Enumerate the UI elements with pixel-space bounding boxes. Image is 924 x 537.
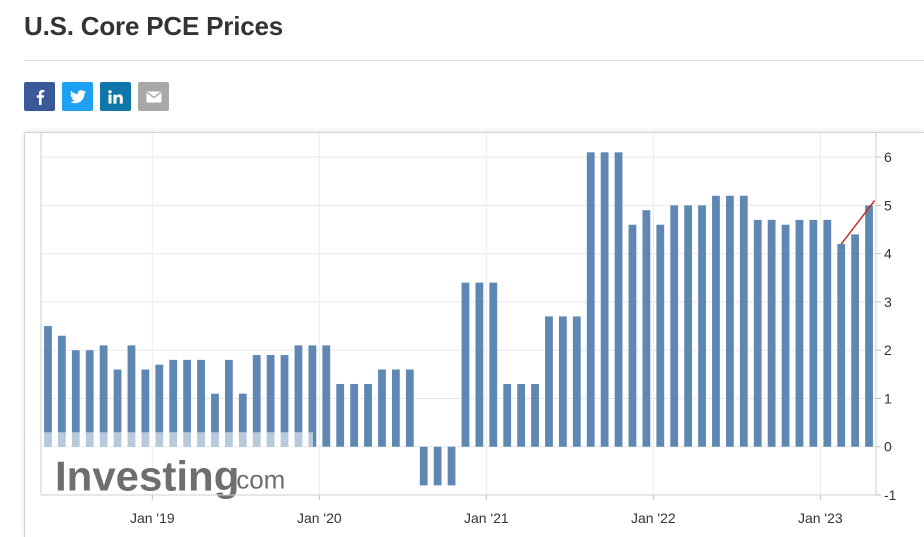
y-tick-label: 3 bbox=[884, 294, 892, 310]
x-tick-label: Jan '21 bbox=[464, 510, 509, 526]
bar bbox=[44, 326, 52, 447]
y-tick-label: 5 bbox=[884, 197, 892, 213]
bar bbox=[364, 383, 372, 447]
bar bbox=[517, 383, 526, 447]
bar bbox=[656, 224, 665, 447]
y-tick-label: 4 bbox=[884, 246, 892, 262]
bar bbox=[113, 369, 122, 447]
y-tick-label: 1 bbox=[884, 390, 892, 406]
bar bbox=[600, 152, 609, 447]
share-bar bbox=[24, 82, 169, 111]
bar bbox=[350, 383, 359, 447]
bar bbox=[851, 234, 860, 447]
bar bbox=[503, 383, 512, 447]
bar bbox=[280, 355, 289, 447]
bar bbox=[378, 369, 386, 447]
y-tick-label: 2 bbox=[884, 342, 892, 358]
bar bbox=[294, 345, 303, 447]
trend-line bbox=[840, 200, 876, 245]
x-tick-label: Jan '19 bbox=[130, 510, 175, 526]
twitter-share-button[interactable] bbox=[62, 82, 93, 111]
watermark-band bbox=[41, 432, 313, 447]
x-tick-label: Jan '22 bbox=[631, 510, 676, 526]
bar bbox=[823, 219, 832, 447]
bar bbox=[753, 219, 762, 447]
bar bbox=[57, 335, 66, 447]
bar bbox=[252, 355, 261, 447]
bar bbox=[558, 316, 567, 447]
bar bbox=[419, 446, 428, 486]
email-share-button[interactable] bbox=[138, 82, 169, 111]
bar bbox=[127, 345, 136, 447]
bar bbox=[781, 224, 790, 447]
bar bbox=[739, 195, 748, 447]
y-tick-label: 6 bbox=[884, 149, 892, 165]
bar bbox=[99, 345, 108, 447]
bar-layer bbox=[44, 152, 873, 486]
bar bbox=[865, 205, 873, 447]
bar bbox=[322, 345, 331, 447]
y-tick-label: 0 bbox=[884, 439, 892, 455]
bar bbox=[698, 205, 706, 447]
linkedin-icon bbox=[108, 89, 123, 104]
bar bbox=[642, 210, 651, 447]
bar bbox=[405, 369, 414, 447]
bar bbox=[183, 359, 192, 447]
bar bbox=[238, 393, 247, 447]
bar bbox=[531, 383, 539, 447]
bar bbox=[224, 359, 233, 447]
bar bbox=[169, 359, 178, 447]
bar bbox=[489, 282, 498, 447]
title-divider bbox=[24, 60, 924, 61]
bar bbox=[461, 282, 470, 447]
bar bbox=[85, 350, 94, 447]
bar bbox=[837, 244, 846, 447]
bar bbox=[712, 195, 720, 447]
bar bbox=[725, 195, 734, 447]
bar bbox=[433, 446, 442, 486]
bar bbox=[266, 355, 275, 447]
bar bbox=[391, 369, 400, 447]
facebook-share-button[interactable] bbox=[24, 82, 55, 111]
bar bbox=[155, 364, 164, 447]
bar bbox=[308, 345, 317, 447]
page-title: U.S. Core PCE Prices bbox=[24, 11, 283, 41]
facebook-icon bbox=[36, 89, 44, 105]
chart-container: Investing .com -1 0 1 2 3 4 5 6 Jan '19 Jan '20 Ja… bbox=[24, 132, 924, 537]
trend-layer bbox=[840, 200, 876, 245]
core-pce-bar-chart: Investing .com -1 0 1 2 3 4 5 6 Jan '19 Jan '20 Ja… bbox=[40, 133, 897, 526]
bar bbox=[211, 393, 219, 447]
y-tick-label: -1 bbox=[884, 487, 897, 503]
bar bbox=[447, 446, 456, 486]
bar bbox=[141, 369, 150, 447]
investing-watermark: Investing .com bbox=[41, 432, 313, 500]
bar bbox=[197, 359, 205, 447]
bar bbox=[614, 152, 623, 447]
bar bbox=[71, 350, 80, 447]
bar bbox=[684, 205, 693, 447]
bar bbox=[475, 282, 484, 447]
bar bbox=[586, 152, 595, 447]
bar bbox=[545, 316, 553, 447]
email-icon bbox=[146, 91, 161, 102]
bar bbox=[336, 383, 345, 447]
watermark-suffix: .com bbox=[229, 465, 285, 495]
x-tick-label: Jan '20 bbox=[297, 510, 342, 526]
x-tick-label: Jan '23 bbox=[798, 510, 843, 526]
twitter-icon bbox=[69, 89, 86, 103]
watermark-brand: Investing bbox=[55, 453, 239, 500]
axis-layer: -1 0 1 2 3 4 5 6 Jan '19 Jan '20 Jan '21 Jan '22 Jan… bbox=[40, 133, 897, 526]
bar bbox=[795, 219, 804, 447]
bar bbox=[628, 224, 637, 447]
bar bbox=[809, 219, 818, 447]
bar bbox=[670, 205, 679, 447]
bar bbox=[767, 219, 776, 447]
bar bbox=[572, 316, 581, 447]
linkedin-share-button[interactable] bbox=[100, 82, 131, 111]
